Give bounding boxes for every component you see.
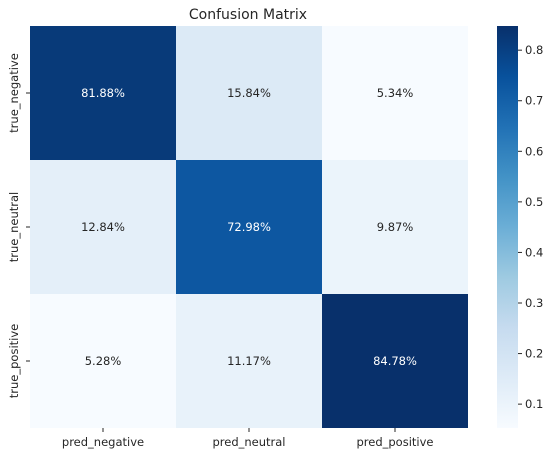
x-axis: pred_negative pred_neutral pred_positive: [62, 428, 434, 449]
colorbar: 0.1 0.2 0.3 0.4 0.5 0.6 0.7 0.8: [497, 26, 543, 428]
heatmap-cell: [30, 26, 176, 160]
y-tick-label: true_positive: [7, 324, 21, 398]
heatmap-cell: [322, 160, 468, 294]
cell-label: 9.87%: [377, 220, 414, 234]
cell-label: 15.84%: [227, 86, 271, 100]
heatmap-cell: [176, 26, 322, 160]
cell-label: 5.28%: [85, 354, 122, 368]
x-tick-label: pred_positive: [356, 435, 433, 449]
x-tick-label: pred_neutral: [212, 435, 285, 449]
chart-title: Confusion Matrix: [189, 7, 307, 23]
heatmap-cell-labels: 81.88% 15.84% 5.34% 12.84% 72.98% 9.87% 5.28% 1…: [81, 86, 417, 368]
colorbar-tick-label: 0.5: [525, 195, 543, 209]
cell-label: 84.78%: [373, 354, 417, 368]
heatmap-cell: [176, 160, 322, 294]
heatmap-cell: [30, 160, 176, 294]
cell-label: 12.84%: [81, 220, 125, 234]
cell-label: 11.17%: [227, 354, 271, 368]
x-tick-label: pred_negative: [62, 435, 144, 449]
heatmap-cell: [176, 294, 322, 428]
colorbar-tick-label: 0.4: [525, 245, 543, 259]
cell-label: 72.98%: [227, 220, 271, 234]
y-tick-label: true_neutral: [7, 192, 21, 262]
heatmap-cell: [30, 294, 176, 428]
colorbar-tick-label: 0.3: [525, 296, 543, 310]
heatmap-cells: [30, 26, 468, 428]
colorbar-tick-label: 0.7: [525, 94, 543, 108]
colorbar-gradient: [497, 26, 518, 428]
colorbar-tick-label: 0.2: [525, 347, 543, 361]
cell-label: 5.34%: [377, 86, 414, 100]
colorbar-tick-label: 0.1: [525, 397, 543, 411]
cell-label: 81.88%: [81, 86, 125, 100]
heatmap-cell: [322, 294, 468, 428]
y-axis: true_negative true_neutral true_positive: [7, 53, 30, 398]
colorbar-tick-label: 0.8: [525, 43, 543, 57]
colorbar-tick-label: 0.6: [525, 144, 543, 158]
y-tick-label: true_negative: [7, 53, 21, 133]
heatmap-cell: [322, 26, 468, 160]
